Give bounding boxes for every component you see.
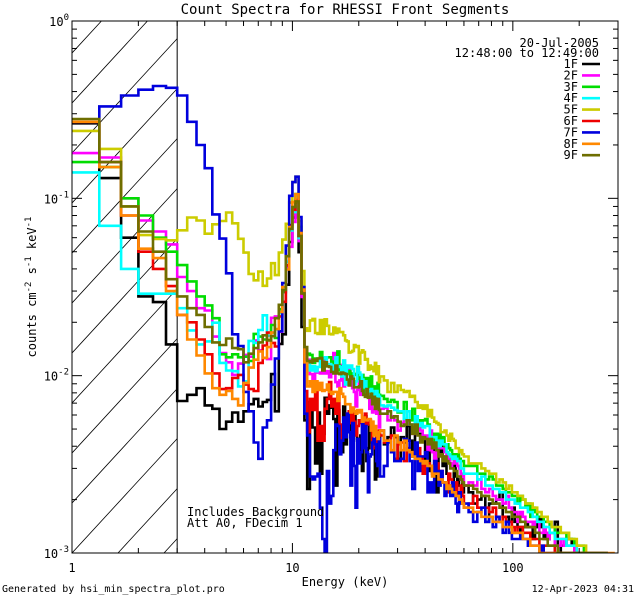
chart-title: Count Spectra for RHESSI Front Segments <box>181 2 510 18</box>
hatch-line <box>72 438 178 553</box>
x-tick-label: 100 <box>502 561 524 575</box>
legend-label-1F: 1F <box>564 57 578 71</box>
series-line-7F <box>72 84 608 553</box>
hatch-line <box>72 388 178 504</box>
hatch-line <box>72 238 178 354</box>
hatch-line <box>72 38 178 154</box>
legend-label-9F: 9F <box>564 148 578 162</box>
legend-label-8F: 8F <box>564 137 578 151</box>
x-tick-label: 10 <box>285 561 299 575</box>
x-axis-ticks: 1 10 100 <box>68 21 619 575</box>
y-tick-label: 10-1 <box>44 190 69 206</box>
y-tick-label: 10-3 <box>44 545 69 561</box>
y-axis-ticks: 10-3 10-2 10-1 100 <box>44 13 618 561</box>
hatch-line <box>72 188 178 304</box>
legend-label-5F: 5F <box>564 103 578 117</box>
series-lines <box>72 84 615 553</box>
legend-label-7F: 7F <box>564 125 578 139</box>
y-axis-label: counts cm-2 s-1 keV-1 <box>24 217 39 358</box>
generated-by-text: Generated by hsi_min_spectra_plot.pro <box>2 584 225 595</box>
y-tick-label: 10-2 <box>44 368 69 384</box>
time-range-label: 12:48:00 to 12:49:00 <box>455 46 600 60</box>
hatch-line <box>72 88 178 204</box>
legend-label-4F: 4F <box>564 91 578 105</box>
annotation-attenuator: Att A0, FDecim 1 <box>187 516 303 530</box>
legend-label-6F: 6F <box>564 114 578 128</box>
legend-label-2F: 2F <box>564 68 578 82</box>
date-label: 20-Jul-2005 <box>520 36 599 50</box>
attenuator-hatch-region <box>72 21 178 553</box>
series-line-9F <box>72 117 608 553</box>
timestamp-text: 12-Apr-2023 04:31 <box>531 584 634 595</box>
x-axis-label: Energy (keV) <box>302 575 389 589</box>
legend-label-3F: 3F <box>564 80 578 94</box>
x-tick-label: 1 <box>68 561 75 575</box>
y-tick-label: 100 <box>49 13 69 29</box>
series-line-5F <box>72 129 601 553</box>
annotation-background: Includes Background <box>187 505 324 519</box>
plot-frame <box>71 20 619 554</box>
